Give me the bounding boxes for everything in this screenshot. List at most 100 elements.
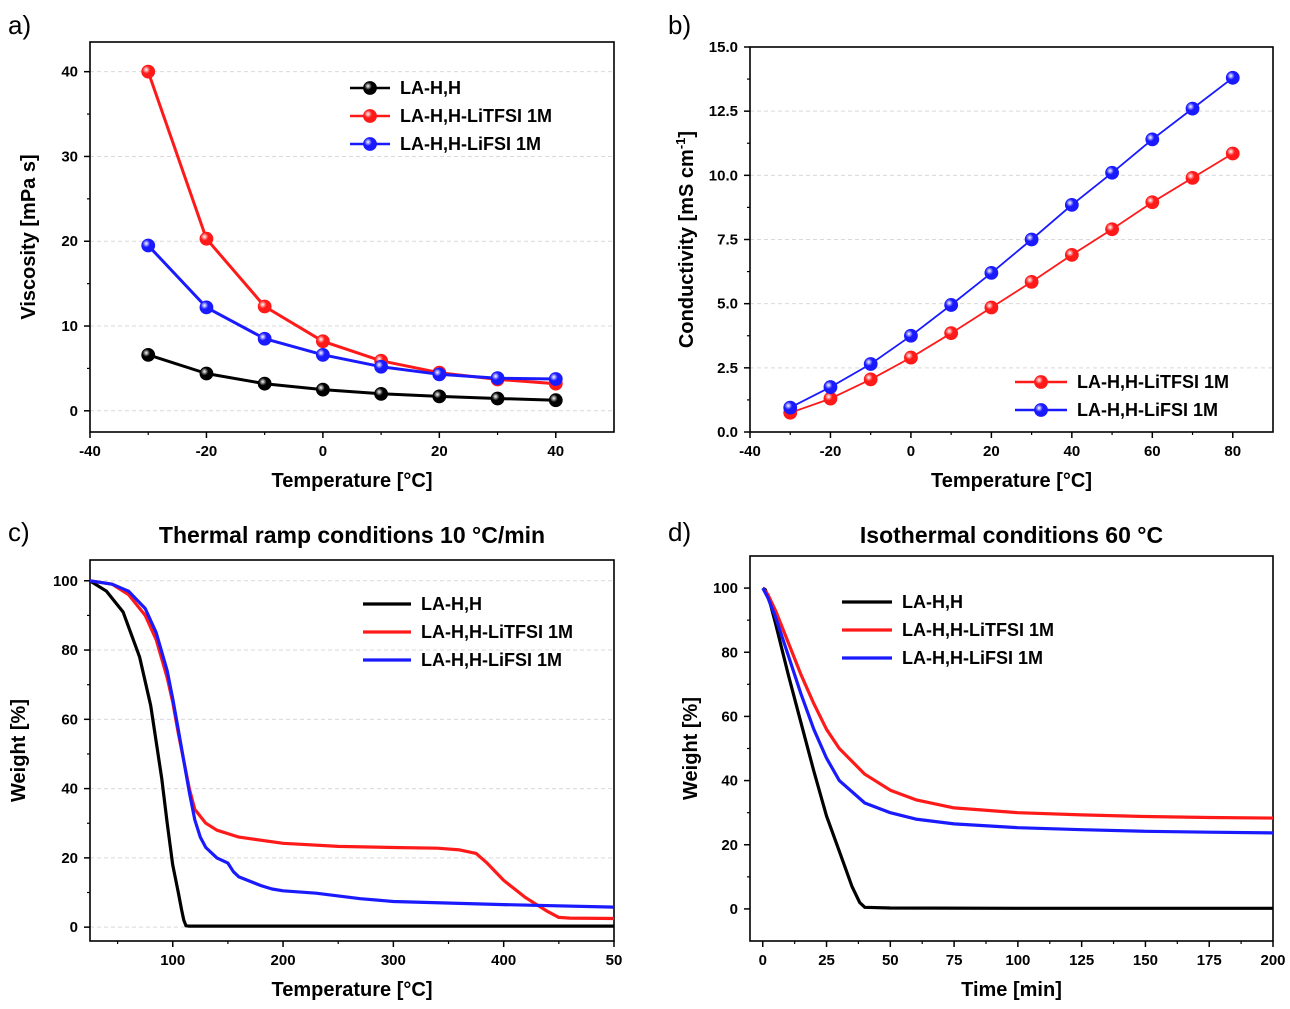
x-tick-label: -20: [196, 443, 218, 460]
series-2: [783, 70, 1240, 415]
chart-panel-3: c) Thermal ramp conditions 10 °C/min 100 20…: [8, 517, 622, 1001]
data-point: [984, 300, 999, 315]
panel-letter: a): [8, 10, 31, 40]
x-axis-title: Temperature [°C]: [272, 979, 433, 1001]
y-tick-label: 15.0: [709, 39, 738, 56]
x-tick-label: 200: [271, 952, 296, 969]
series-2: [761, 587, 1273, 820]
data-point: [199, 300, 214, 315]
y-axis-title-end: ]: [676, 131, 698, 138]
data-point: [490, 391, 505, 406]
data-point: [1185, 170, 1200, 185]
legend: LA-H,H LA-H,H-LiTFSI 1M LA-H,H-LiFSI 1M: [350, 78, 552, 154]
data-point: [823, 391, 838, 406]
data-point: [315, 334, 330, 349]
data-point: [141, 238, 156, 253]
series-line: [90, 579, 614, 921]
y-tick-label: 0: [70, 403, 78, 420]
chart-panel-1: a) -40 -20 0 20 40 0 10 20 30 40 Temperature [°C] Vi…: [8, 10, 615, 492]
x-tick-label: 50: [882, 952, 899, 969]
x-axis-title: Temperature [°C]: [272, 470, 433, 492]
chart-panel-4: d) Isothermal conditions 60 °C 0 25 50 75 100 1…: [668, 517, 1286, 1001]
legend-label: LA-H,H-LiFSI 1M: [902, 648, 1043, 668]
data-point: [315, 382, 330, 397]
legend-label: LA-H,H-LiFSI 1M: [400, 134, 541, 154]
x-tick-label: 80: [1224, 443, 1241, 460]
series-line: [761, 587, 1273, 835]
y-tick-label: 2.5: [717, 360, 738, 377]
data-point: [1145, 195, 1160, 210]
data-point: [548, 372, 563, 386]
y-tick-label: 20: [721, 837, 738, 854]
x-tick-label: 20: [983, 443, 1000, 460]
legend-label: LA-H,H-LiTFSI 1M: [1077, 372, 1229, 392]
x-tick-label: 60: [1144, 443, 1161, 460]
legend: LA-H,H LA-H,H-LiTFSI 1M LA-H,H-LiFSI 1M: [363, 594, 573, 670]
series-line: [90, 579, 614, 909]
y-axis-title: Weight [%]: [8, 699, 30, 802]
legend-label: LA-H,H-LiTFSI 1M: [421, 622, 573, 642]
y-tick-label: 100: [713, 580, 738, 597]
data-point: [984, 265, 999, 280]
y-tick-label: 0.0: [717, 424, 738, 441]
x-tick-label: 75: [946, 952, 963, 969]
plot-frame: [749, 555, 1274, 942]
y-tick-label: 12.5: [709, 103, 738, 120]
y-tick-label: 0: [730, 901, 738, 918]
y-tick-label: 100: [53, 573, 78, 590]
data-point: [823, 380, 838, 394]
series-line: [90, 579, 614, 928]
data-point: [863, 372, 878, 387]
series-3: [141, 238, 563, 386]
legend-label: LA-H,H-LiFSI 1M: [421, 650, 562, 670]
data-point: [432, 389, 447, 404]
y-tick-label: 80: [61, 642, 78, 659]
x-tick-label: 400: [491, 952, 516, 969]
y-axis-title: Weight [%]: [680, 697, 702, 800]
x-tick-label: 40: [547, 443, 564, 460]
y-tick-label: 10.0: [709, 167, 738, 184]
chart-panel-2: b) -40 -20 0 20 40 60 80 0.0 2.5 5.0 7.5 10.0 12.5 15.…: [668, 10, 1274, 492]
y-tick-label: 40: [61, 781, 78, 798]
panel-letter: c): [8, 517, 30, 547]
plot-frame: [89, 559, 615, 942]
data-point: [141, 347, 156, 362]
y-tick-label: 20: [61, 850, 78, 867]
data-point: [944, 298, 959, 312]
data-point: [904, 350, 918, 365]
series-line: [761, 587, 1273, 820]
legend-marker: [363, 137, 377, 151]
x-tick-label: 50: [606, 952, 623, 969]
x-axis-title: Temperature [°C]: [931, 470, 1092, 492]
data-point: [1185, 101, 1200, 116]
y-tick-label: 40: [61, 64, 78, 81]
x-tick-label: 125: [1069, 952, 1094, 969]
data-point: [1145, 132, 1160, 147]
data-point: [1105, 222, 1119, 237]
y-tick-label: 7.5: [717, 232, 738, 249]
y-tick-label: 60: [721, 708, 738, 725]
data-point: [1024, 232, 1039, 247]
series-3: [761, 587, 1273, 835]
series-line: [789, 77, 1234, 409]
x-tick-label: 300: [381, 952, 406, 969]
legend-label: LA-H,H: [400, 78, 461, 98]
data-point: [1064, 197, 1079, 212]
legend: LA-H,H-LiTFSI 1M LA-H,H-LiFSI 1M: [1015, 372, 1229, 420]
series-1: [90, 579, 614, 928]
data-point: [944, 326, 959, 341]
data-point: [904, 328, 918, 343]
x-tick-label: 175: [1197, 952, 1222, 969]
legend-marker: [1034, 403, 1048, 417]
legend-label: LA-H,H-LiTFSI 1M: [902, 620, 1054, 640]
data-point: [490, 371, 505, 386]
data-point: [863, 357, 878, 371]
y-axis-title: Viscosity [mPa s]: [18, 154, 40, 319]
data-point: [1064, 247, 1079, 262]
series-2: [90, 579, 614, 921]
series-line: [147, 353, 556, 402]
data-point: [199, 366, 214, 381]
y-tick-label: 10: [61, 318, 78, 335]
x-tick-label: 150: [1133, 952, 1158, 969]
x-tick-label: 40: [1064, 443, 1081, 460]
